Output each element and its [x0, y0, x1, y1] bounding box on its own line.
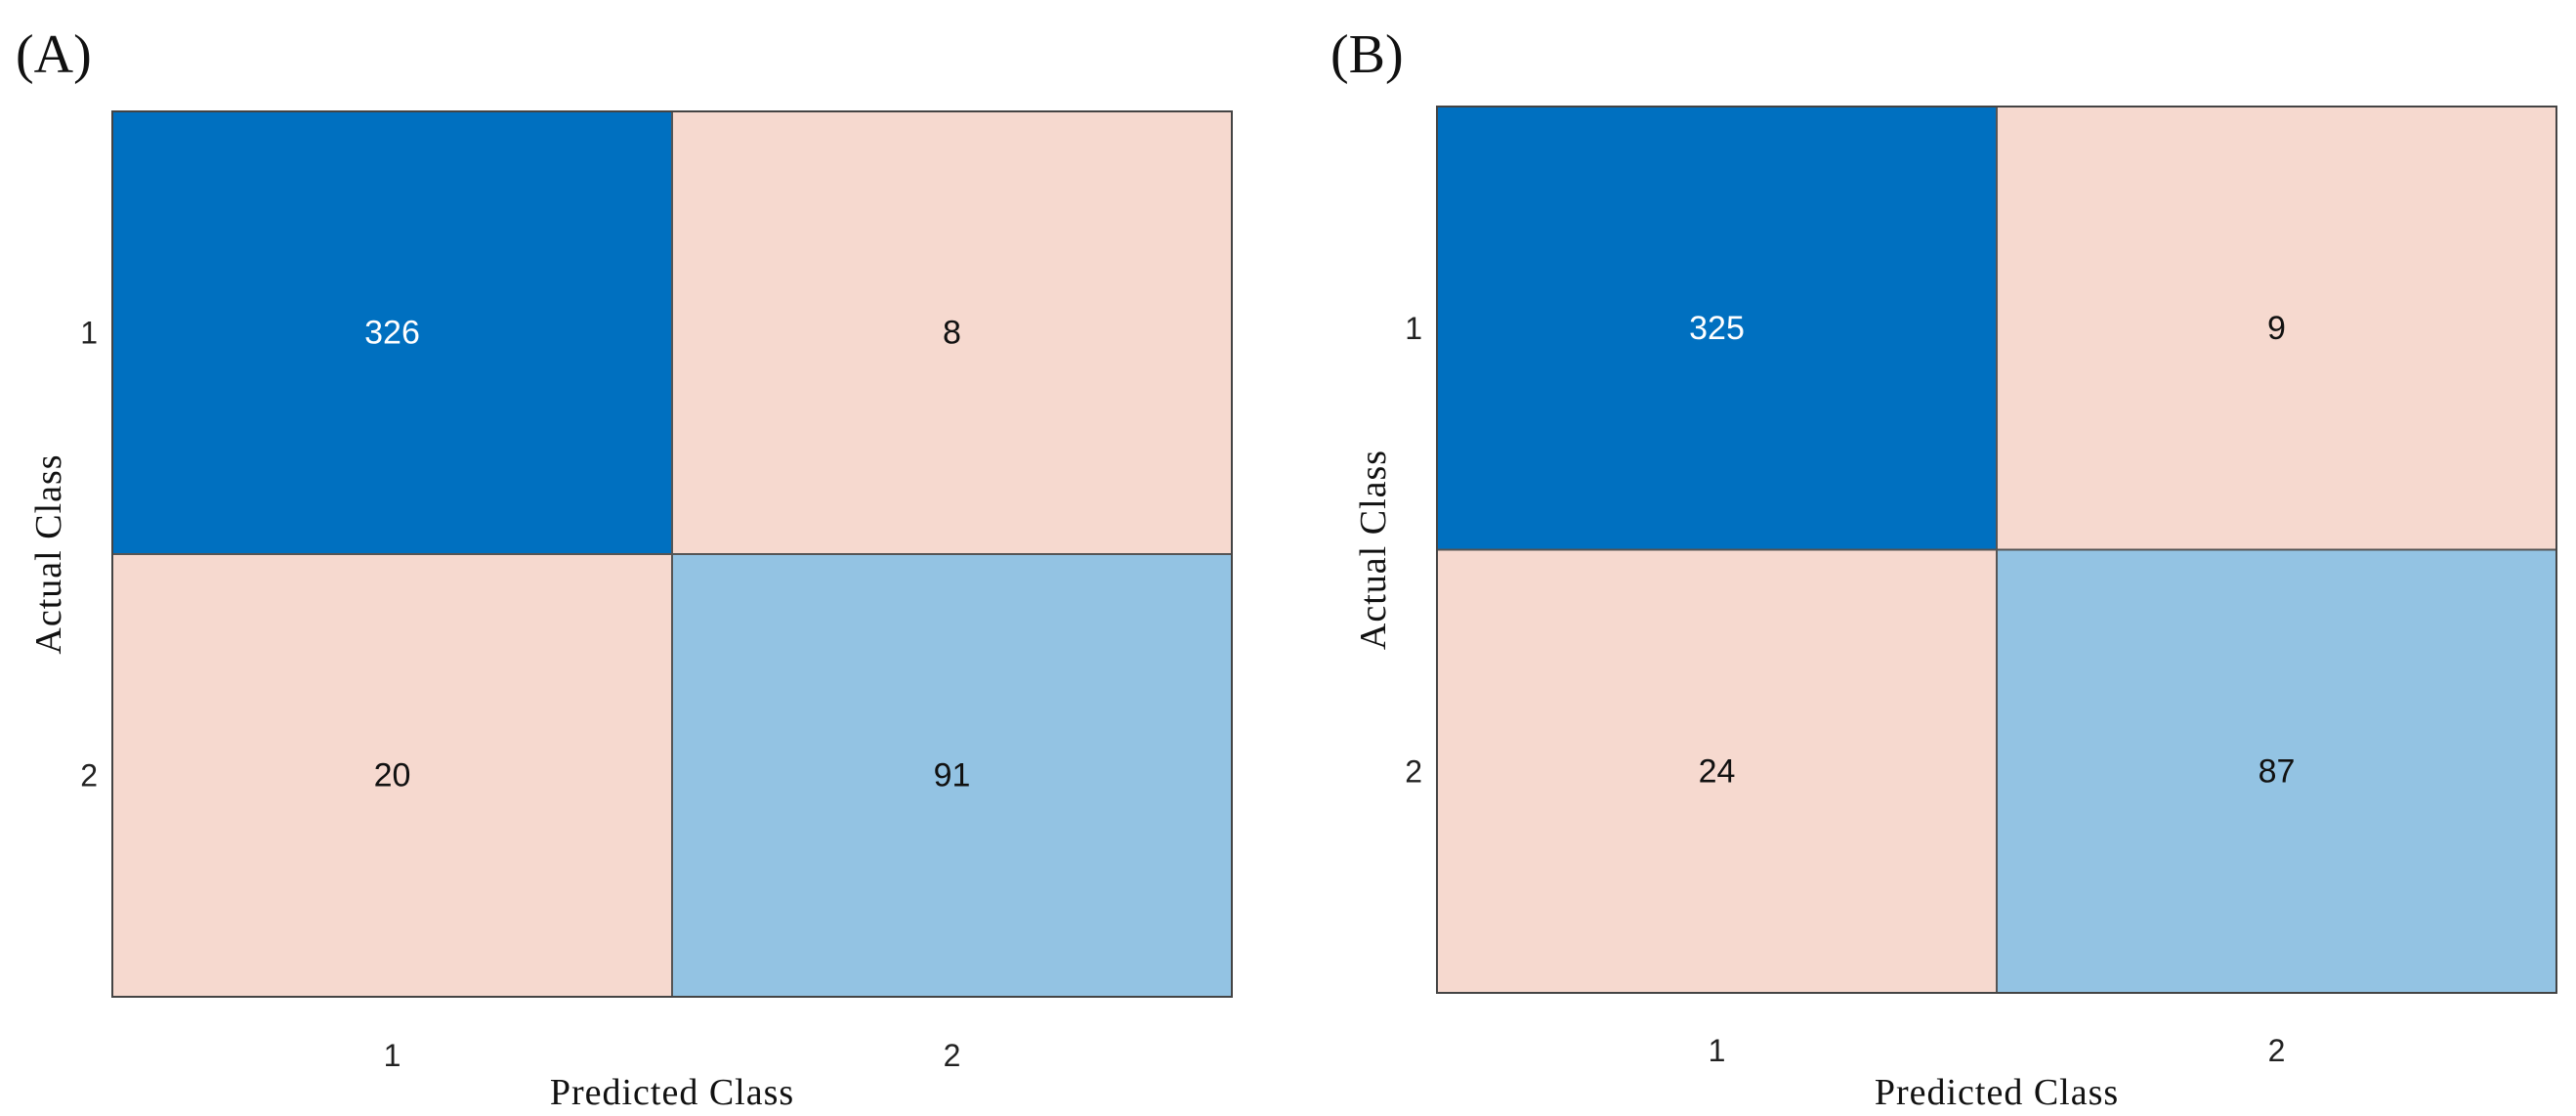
x-tick-label: 1 — [384, 1038, 401, 1073]
y-tick-label: 2 — [80, 758, 98, 794]
matrix-cell — [1436, 106, 1998, 551]
y-tick-label: 1 — [1405, 311, 1422, 346]
cell-value-label: 20 — [374, 757, 411, 794]
y-axis-title: Actual Class — [1353, 450, 1394, 650]
cell-value-label: 325 — [1689, 310, 1745, 347]
panel-label: (B) — [1330, 24, 1404, 85]
confusion-matrix-a: 326 8 20 91 1 2 1 2 Predicted Class Actual Class — [28, 110, 1233, 1113]
cell-value-label: 87 — [2259, 752, 2296, 790]
x-tick-label: 1 — [1709, 1033, 1726, 1068]
matrix-cell — [1996, 106, 2557, 551]
matrix-cell — [111, 110, 673, 555]
plot-frame — [1436, 106, 2557, 994]
matrix-cell — [671, 553, 1233, 998]
cell-value-label: 24 — [1699, 752, 1736, 790]
cell-value-label: 91 — [934, 757, 971, 794]
cell-value-label: 326 — [364, 315, 420, 352]
confusion-matrix-panel-b: (B) 325 9 24 87 1 2 1 2 Predicted Class Actual Cl… — [1325, 0, 2576, 1116]
matrix-cell — [1996, 548, 2557, 994]
panel-label: (A) — [16, 24, 92, 85]
x-tick-label: 2 — [2268, 1033, 2286, 1068]
x-tick-label: 2 — [944, 1038, 961, 1073]
plot-frame — [111, 110, 1233, 998]
matrix-cell — [1436, 548, 1998, 994]
y-tick-label: 1 — [80, 316, 98, 351]
confusion-matrix-b: 325 9 24 87 1 2 1 2 Predicted Class Actual Class — [1353, 106, 2557, 1113]
matrix-cell — [111, 553, 673, 998]
y-tick-label: 2 — [1405, 753, 1422, 789]
cell-value-label: 9 — [2267, 310, 2286, 347]
x-axis-title: Predicted Class — [550, 1072, 794, 1113]
x-axis-title: Predicted Class — [1875, 1072, 2119, 1113]
confusion-matrix-panel-a: (A) 326 8 20 91 1 2 1 2 Predicted Class Actual Cl… — [16, 24, 1233, 1113]
cell-value-label: 8 — [943, 315, 961, 352]
y-axis-title: Actual Class — [28, 453, 69, 654]
